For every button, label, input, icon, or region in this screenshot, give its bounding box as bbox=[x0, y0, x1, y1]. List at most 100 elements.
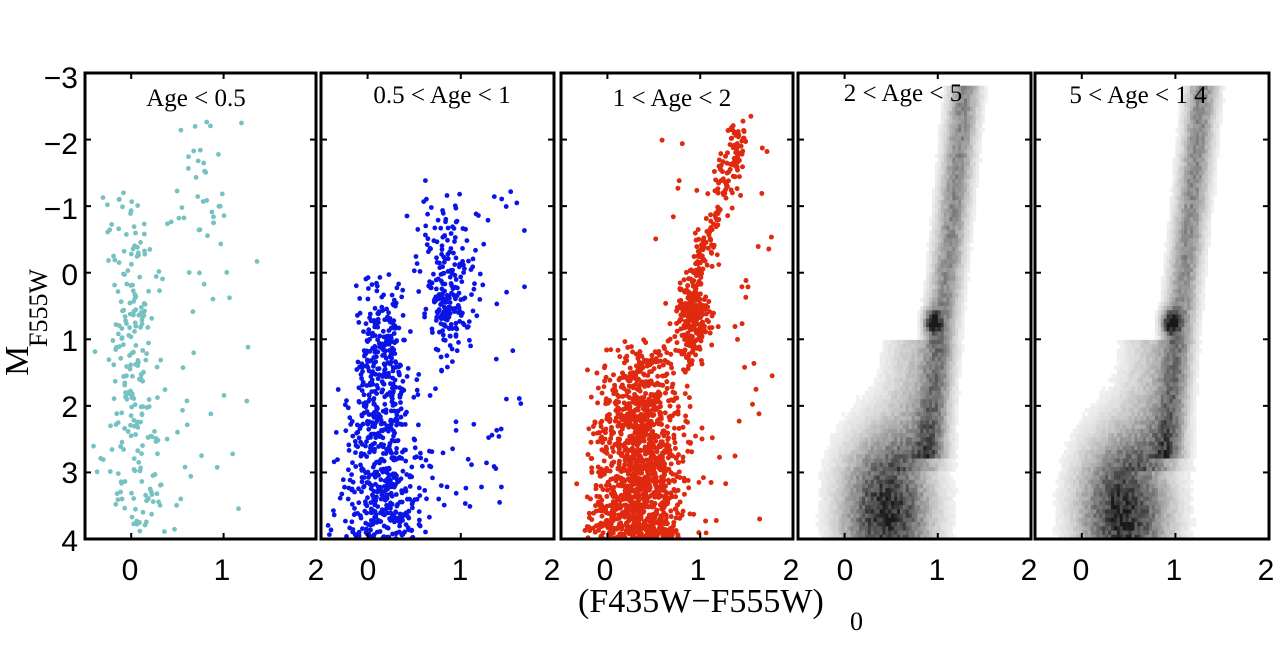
data-point bbox=[138, 305, 144, 310]
data-point bbox=[666, 529, 672, 535]
data-point bbox=[447, 343, 453, 348]
data-point bbox=[493, 356, 499, 362]
data-point bbox=[390, 368, 396, 374]
data-point bbox=[144, 351, 150, 356]
data-point bbox=[693, 307, 699, 313]
data-point bbox=[616, 512, 622, 518]
data-point bbox=[627, 455, 632, 461]
data-point bbox=[626, 531, 632, 537]
data-point bbox=[663, 390, 668, 396]
density-cell bbox=[827, 500, 831, 506]
density-cell bbox=[827, 517, 831, 523]
data-point bbox=[415, 392, 421, 398]
data-point bbox=[327, 532, 332, 537]
data-point bbox=[658, 439, 664, 445]
data-point bbox=[664, 445, 670, 451]
data-point bbox=[753, 386, 759, 392]
data-point bbox=[602, 363, 608, 369]
data-point bbox=[672, 334, 678, 339]
data-point bbox=[353, 450, 358, 455]
data-point bbox=[414, 387, 420, 393]
data-point bbox=[743, 294, 749, 300]
data-point bbox=[691, 254, 697, 259]
data-point bbox=[687, 404, 693, 409]
data-point bbox=[664, 386, 670, 391]
data-point bbox=[596, 501, 602, 507]
data-point bbox=[356, 385, 362, 391]
data-point bbox=[604, 494, 610, 499]
data-point bbox=[395, 501, 400, 507]
data-point bbox=[106, 258, 111, 263]
data-point bbox=[118, 355, 124, 361]
data-point bbox=[686, 351, 692, 357]
data-point bbox=[417, 493, 423, 498]
data-point bbox=[627, 373, 633, 379]
data-point bbox=[716, 262, 722, 267]
data-point bbox=[394, 412, 400, 418]
data-point bbox=[204, 119, 210, 125]
data-point bbox=[657, 393, 663, 398]
data-point bbox=[708, 212, 713, 218]
data-point bbox=[399, 294, 405, 300]
data-point bbox=[603, 401, 609, 407]
data-point bbox=[648, 449, 653, 454]
density-cell bbox=[824, 526, 828, 532]
data-point bbox=[727, 142, 733, 148]
density-cell bbox=[821, 488, 825, 493]
data-point bbox=[698, 329, 703, 334]
data-point bbox=[214, 464, 220, 470]
data-point bbox=[386, 272, 392, 277]
data-point bbox=[622, 339, 628, 344]
data-point bbox=[660, 451, 666, 457]
data-point bbox=[184, 422, 190, 428]
data-point bbox=[684, 355, 689, 360]
data-point bbox=[195, 194, 201, 200]
data-point bbox=[411, 268, 417, 274]
data-point bbox=[644, 423, 650, 428]
data-point bbox=[387, 354, 393, 360]
data-point bbox=[450, 267, 455, 273]
data-point bbox=[588, 456, 594, 461]
data-point bbox=[397, 516, 402, 521]
data-point bbox=[358, 515, 364, 521]
data-point bbox=[653, 236, 659, 242]
data-point bbox=[607, 377, 613, 383]
data-point bbox=[436, 496, 442, 502]
data-point bbox=[686, 276, 691, 282]
data-point bbox=[143, 357, 149, 363]
data-point bbox=[686, 485, 692, 491]
data-point bbox=[688, 333, 694, 339]
data-point bbox=[405, 366, 411, 371]
data-point bbox=[676, 426, 682, 431]
data-point bbox=[645, 486, 651, 491]
data-point bbox=[365, 435, 371, 441]
data-point bbox=[684, 342, 689, 347]
data-point bbox=[589, 517, 595, 522]
data-point bbox=[157, 288, 162, 294]
density-cell bbox=[827, 488, 831, 493]
data-point bbox=[393, 450, 399, 456]
data-point bbox=[356, 500, 362, 506]
data-point bbox=[708, 237, 714, 243]
data-point bbox=[346, 467, 351, 473]
data-point bbox=[152, 429, 157, 434]
data-point bbox=[345, 405, 351, 411]
data-point bbox=[370, 381, 376, 387]
data-point bbox=[379, 304, 385, 310]
data-point bbox=[174, 188, 180, 194]
data-point bbox=[625, 471, 631, 477]
data-point bbox=[203, 170, 209, 175]
data-point bbox=[120, 308, 125, 314]
data-point bbox=[132, 468, 138, 474]
data-point bbox=[669, 494, 675, 500]
data-point bbox=[416, 509, 422, 514]
panel-content bbox=[574, 113, 775, 539]
data-point bbox=[348, 422, 354, 427]
data-point bbox=[131, 312, 136, 318]
data-point bbox=[439, 243, 445, 249]
data-point bbox=[396, 281, 401, 287]
data-point bbox=[218, 241, 224, 247]
data-point bbox=[700, 256, 706, 262]
data-point bbox=[674, 328, 680, 334]
data-point bbox=[352, 511, 358, 517]
